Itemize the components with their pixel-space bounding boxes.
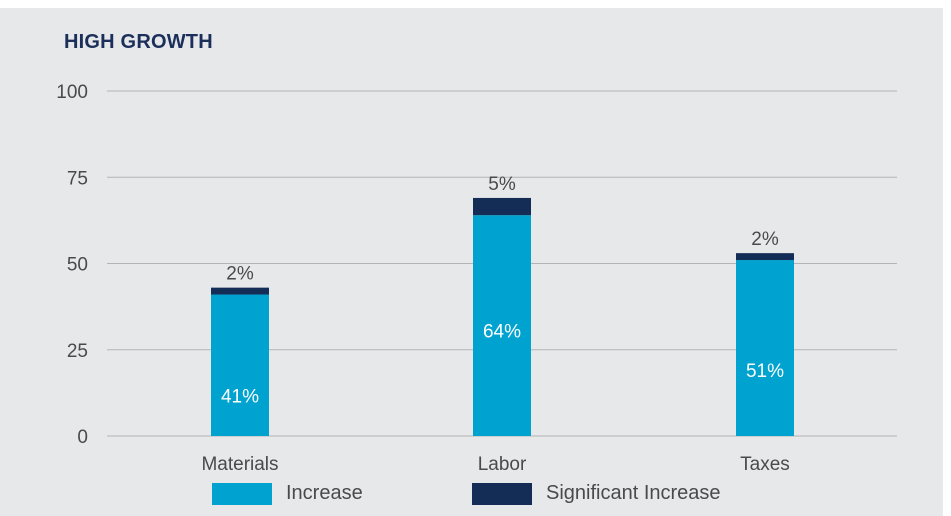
y-tick-label-25: 25 — [67, 341, 88, 362]
bar-significant-increase-labor — [473, 197, 531, 216]
chart-title: HIGH GROWTH — [64, 31, 213, 53]
bar-significant-increase-taxes — [736, 253, 794, 261]
data-label-significant-increase-materials: 2% — [226, 264, 254, 285]
bar-significant-increase-materials — [211, 287, 269, 295]
y-tick-label-100: 100 — [56, 82, 88, 103]
data-label-increase-taxes: 51% — [746, 361, 784, 382]
x-tick-label-materials: Materials — [201, 454, 278, 475]
data-label-increase-labor: 64% — [483, 322, 521, 343]
data-label-significant-increase-taxes: 2% — [751, 229, 779, 250]
legend-item-increase: Increase — [212, 482, 363, 505]
bar-increase-materials — [211, 294, 269, 436]
bar-increase-taxes — [736, 260, 794, 436]
x-tick-label-labor: Labor — [478, 454, 527, 475]
y-tick-label-50: 50 — [67, 255, 88, 276]
y-tick-label-0: 0 — [77, 427, 88, 448]
x-tick-label-taxes: Taxes — [740, 454, 790, 475]
legend-swatch-significant-increase — [472, 482, 532, 505]
legend-swatch-increase — [212, 482, 272, 505]
data-label-increase-materials: 41% — [221, 386, 259, 407]
legend: Increase Significant Increase — [0, 482, 951, 512]
bar-increase-labor — [473, 215, 531, 436]
y-tick-label-75: 75 — [67, 168, 88, 189]
data-label-significant-increase-labor: 5% — [488, 174, 516, 195]
legend-item-significant-increase: Significant Increase — [472, 482, 721, 505]
legend-label-increase: Increase — [286, 482, 363, 504]
legend-label-significant-increase: Significant Increase — [546, 482, 721, 504]
